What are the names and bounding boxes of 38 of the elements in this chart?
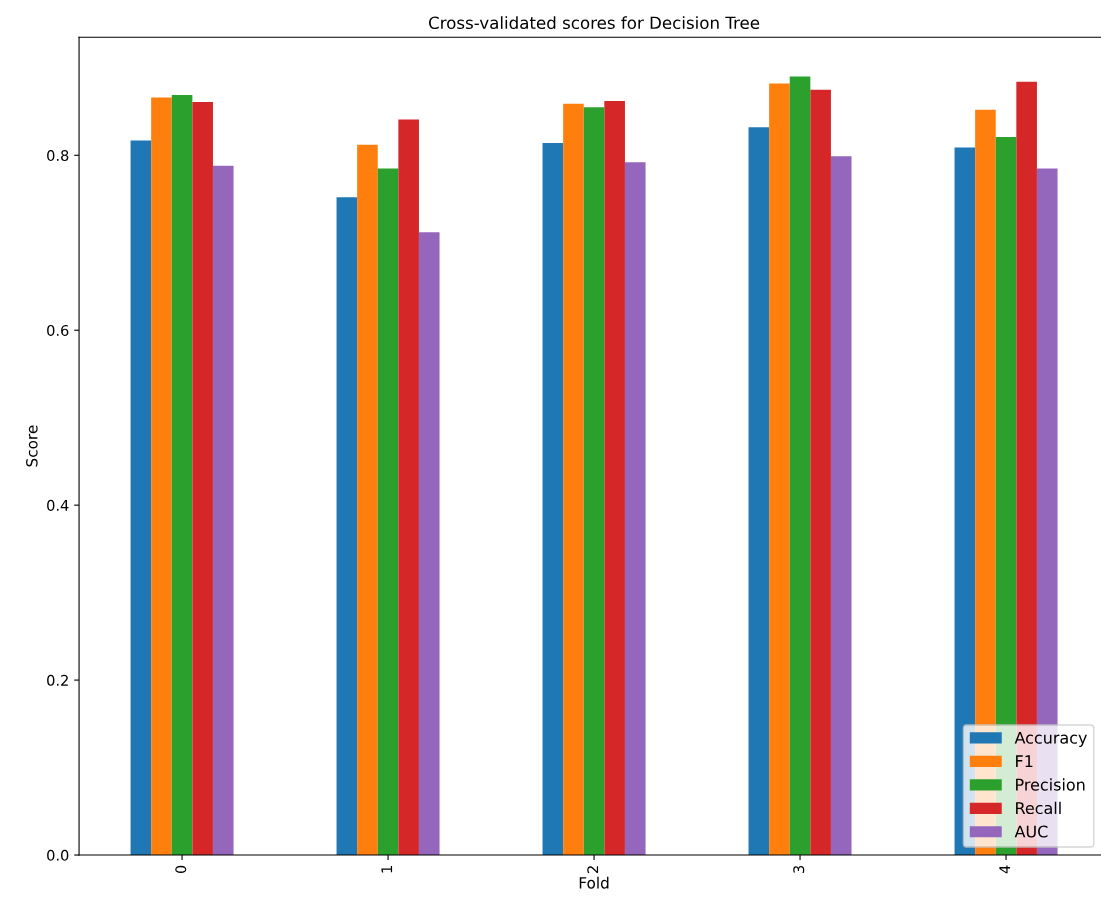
bar — [789, 76, 811, 856]
bar — [624, 162, 646, 856]
y-tick-label: 0.2 — [47, 674, 68, 686]
bar — [748, 127, 770, 856]
bar — [810, 89, 831, 856]
bar — [151, 97, 172, 856]
bar — [171, 94, 193, 856]
bar — [418, 232, 440, 856]
x-axis-title: Fold — [579, 876, 609, 889]
y-tick-label: 0.8 — [47, 149, 69, 162]
bar — [563, 103, 584, 856]
y-axis-title: Score — [26, 425, 38, 467]
x-tick-label: 2 — [587, 866, 599, 873]
bar — [377, 168, 399, 856]
x-tick-label: 3 — [793, 865, 805, 873]
legend-label: Precision — [1016, 778, 1085, 791]
bar — [583, 107, 605, 856]
legend-label: F1 — [1016, 755, 1033, 767]
bar — [130, 140, 152, 856]
y-tick-label: 0.0 — [47, 849, 69, 861]
bar — [604, 101, 625, 856]
bar — [192, 101, 213, 856]
bar — [398, 119, 419, 856]
chart-title: Cross-validated scores for Decision Tree — [428, 16, 760, 30]
bar — [769, 83, 790, 856]
x-tick-label: 0 — [175, 865, 187, 874]
bar — [542, 143, 564, 856]
legend-label: Recall — [1016, 801, 1061, 815]
bar — [357, 144, 378, 856]
bar — [212, 165, 234, 856]
legend-label: Accuracy — [1014, 731, 1087, 747]
bar — [336, 197, 358, 856]
y-tick-label: 0.4 — [47, 499, 69, 511]
y-tick-label: 0.6 — [47, 324, 69, 336]
x-tick-label: 4 — [999, 865, 1011, 874]
legend-label: AUC — [1014, 825, 1048, 838]
bar — [830, 156, 852, 856]
x-tick-label: 1 — [381, 866, 393, 873]
